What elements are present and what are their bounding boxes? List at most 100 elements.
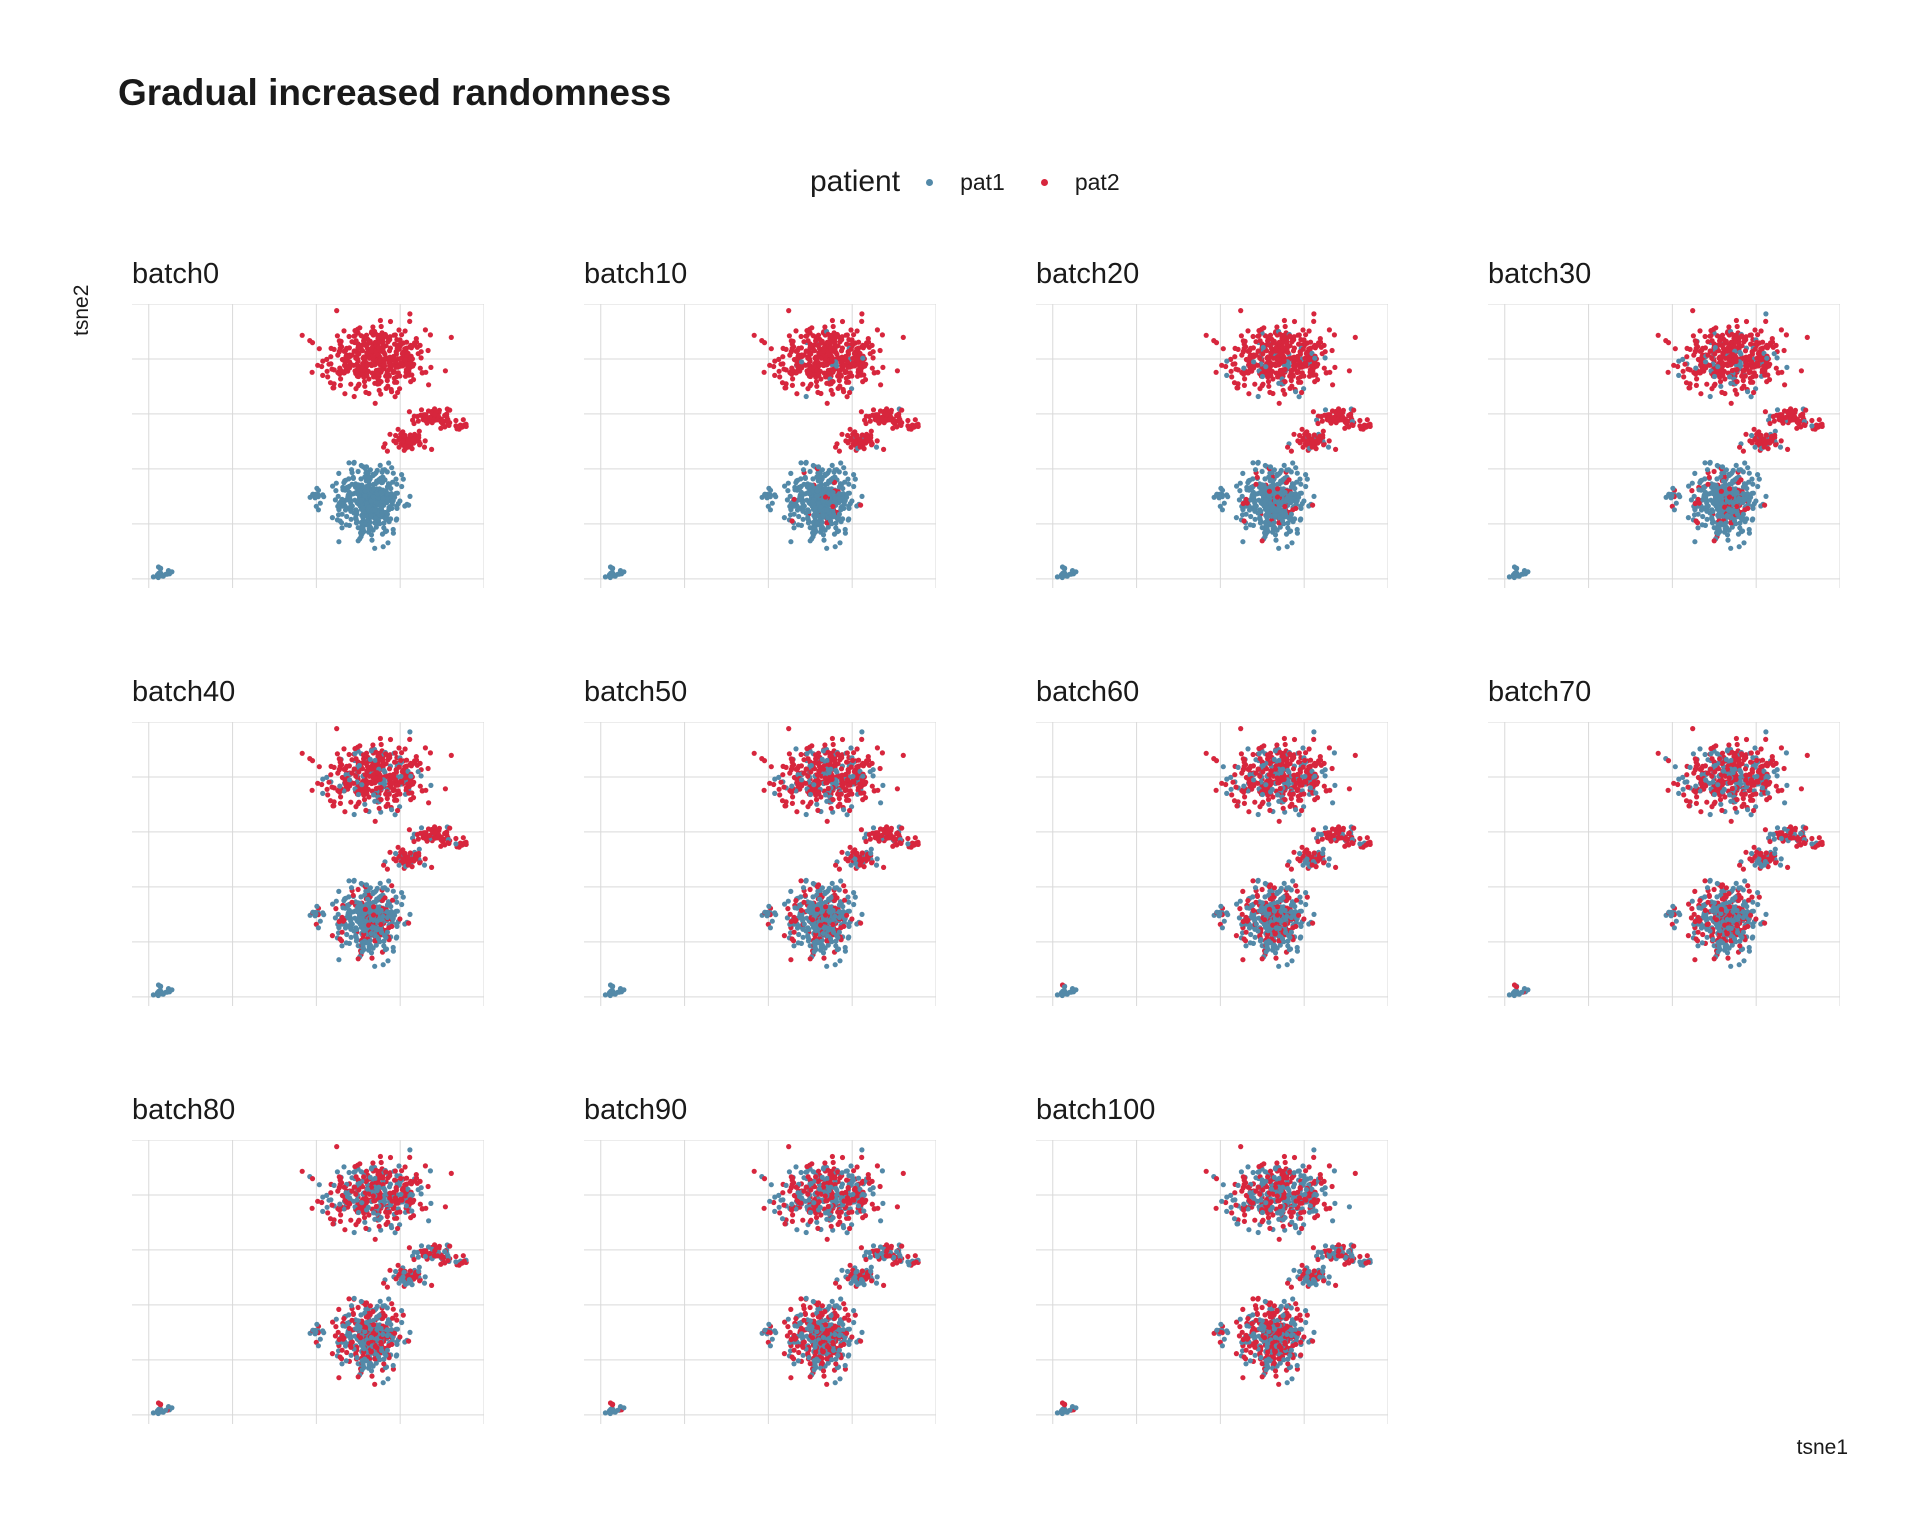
point-pat1 (371, 792, 377, 798)
point-pat2 (1760, 339, 1766, 345)
point-pat2 (1317, 339, 1324, 345)
point-pat1 (1721, 478, 1727, 484)
point-pat1 (388, 491, 394, 497)
point-pat2 (1790, 417, 1797, 423)
point-pat1 (801, 481, 807, 487)
point-pat2 (1705, 339, 1711, 345)
point-pat2 (1702, 333, 1708, 340)
point-pat2 (1275, 374, 1281, 380)
point-pat2 (407, 432, 413, 438)
point-pat2 (417, 783, 423, 789)
point-pat2 (1276, 400, 1282, 406)
point-pat2 (823, 374, 829, 380)
point-pat1 (367, 524, 373, 530)
point-pat2 (1741, 383, 1747, 389)
point-pat1 (381, 943, 387, 949)
point-pat1 (818, 504, 824, 510)
point-pat2 (1238, 333, 1244, 339)
point-pat1 (1290, 460, 1296, 466)
point-pat2 (1351, 407, 1357, 413)
point-pat1 (1756, 476, 1762, 482)
point-pat1 (1288, 496, 1294, 503)
point-pat1 (788, 500, 794, 507)
point-pat2 (367, 338, 373, 344)
point-pat2 (363, 332, 370, 338)
point-pat2 (861, 372, 867, 378)
point-pat1 (1688, 497, 1694, 503)
point-pat1 (828, 477, 834, 483)
point-pat2 (822, 324, 828, 330)
point-pat2 (819, 338, 825, 344)
point-pat2 (839, 431, 845, 437)
point-pat1 (1772, 428, 1778, 434)
point-pat2 (395, 426, 401, 432)
point-pat2 (1245, 328, 1251, 334)
point-pat2 (1313, 372, 1319, 378)
point-pat2 (364, 781, 370, 787)
point-pat2 (1682, 361, 1688, 367)
point-pat2 (377, 317, 383, 324)
point-pat1 (1720, 483, 1726, 490)
point-pat2 (789, 365, 795, 371)
point-pat2 (776, 356, 782, 362)
point-pat1 (416, 846, 422, 852)
point-pat1 (1512, 570, 1518, 576)
point-pat2 (1234, 385, 1240, 391)
point-pat2 (403, 367, 409, 373)
point-pat2 (356, 769, 362, 775)
point-pat2 (1753, 373, 1759, 379)
point-pat1 (1246, 507, 1253, 513)
point-pat2 (1815, 424, 1821, 430)
point-pat1 (383, 516, 389, 522)
point-pat1 (1696, 487, 1702, 493)
point-pat2 (1223, 363, 1229, 370)
point-pat2 (790, 376, 796, 382)
point-pat2 (1720, 350, 1726, 356)
point-pat1 (348, 467, 355, 473)
point-pat2 (1715, 372, 1722, 378)
point-pat2 (835, 373, 841, 379)
point-pat2 (387, 318, 394, 325)
point-pat2 (1718, 488, 1724, 494)
point-pat1 (349, 503, 355, 509)
point-pat2 (824, 400, 830, 406)
point-pat1 (1272, 512, 1278, 519)
point-pat2 (348, 799, 354, 805)
point-pat1 (349, 481, 355, 487)
point-pat2 (875, 369, 881, 375)
point-pat1 (1702, 460, 1708, 466)
point-pat2 (410, 363, 416, 369)
point-pat2 (1795, 418, 1801, 424)
point-pat2 (351, 766, 358, 772)
point-pat2 (1297, 432, 1303, 439)
point-pat1 (349, 921, 355, 927)
point-pat2 (342, 391, 348, 397)
point-pat1 (379, 479, 386, 485)
point-pat1 (393, 476, 399, 482)
point-pat2 (339, 344, 345, 350)
point-pat1 (1685, 515, 1691, 521)
point-pat1 (792, 487, 798, 493)
point-pat1 (1744, 491, 1750, 497)
point-pat2 (396, 853, 402, 859)
point-pat1 (825, 524, 831, 530)
point-pat1 (791, 511, 797, 517)
point-pat2 (364, 371, 370, 377)
point-pat1 (1716, 524, 1722, 530)
point-pat2 (847, 389, 853, 396)
point-pat2 (1290, 507, 1296, 513)
point-pat1 (1298, 481, 1304, 487)
point-pat2 (1798, 413, 1804, 419)
point-pat2 (1281, 317, 1287, 324)
point-pat2 (1672, 346, 1678, 352)
point-pat2 (808, 344, 814, 351)
point-pat2 (859, 311, 865, 317)
point-pat2 (383, 751, 389, 757)
point-pat1 (332, 915, 338, 921)
point-pat2 (408, 342, 414, 348)
point-pat1 (345, 485, 351, 491)
point-pat1 (346, 489, 352, 495)
point-pat2 (389, 389, 395, 395)
point-pat1 (368, 512, 374, 519)
point-pat2 (1267, 332, 1274, 338)
